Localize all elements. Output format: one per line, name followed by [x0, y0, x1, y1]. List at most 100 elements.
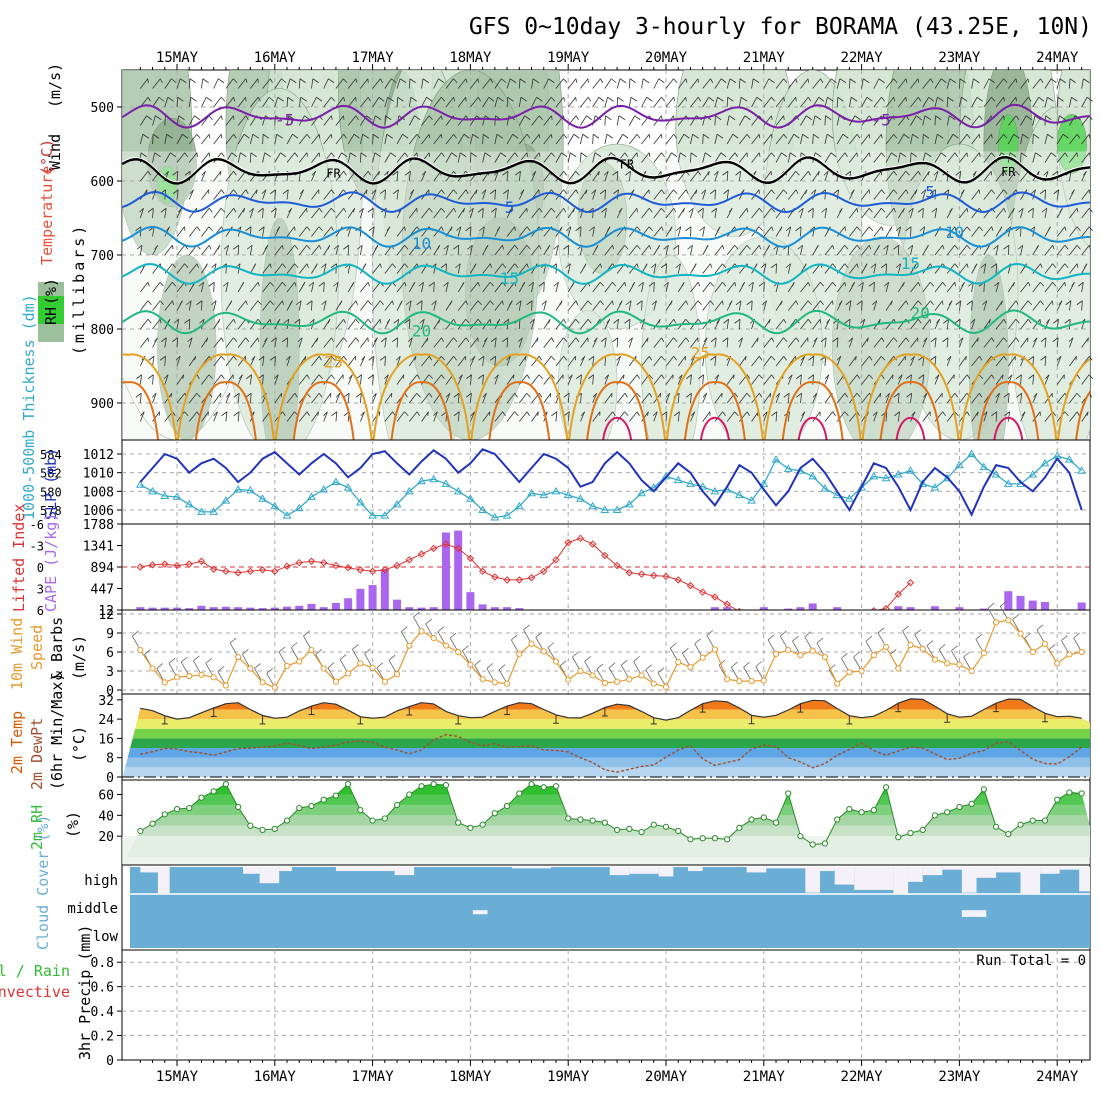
wind-barb	[262, 78, 271, 89]
wind-barb-flag	[1039, 189, 1046, 195]
wind10m-speed-point	[161, 679, 168, 686]
wind-barb-flag	[502, 411, 506, 416]
rh2m-line-point	[528, 780, 535, 788]
wind-barb	[213, 393, 222, 404]
wind-barb-flag	[502, 281, 507, 287]
wind-barb-flag	[771, 189, 775, 194]
wind-barb	[629, 226, 638, 237]
wind-barb-flag	[795, 170, 800, 176]
wind-barb-flag	[217, 78, 225, 84]
wind-barb	[946, 282, 956, 293]
isotherm-30	[292, 381, 355, 440]
wind-barb	[995, 208, 1005, 219]
wind-barb-flag	[262, 133, 270, 139]
wind-barb-flag	[723, 318, 729, 324]
wind-barb	[604, 78, 612, 89]
wind-barb	[445, 282, 449, 293]
wind-barb	[1044, 134, 1048, 145]
wind-barb-flag	[477, 374, 484, 380]
wind-barb	[897, 356, 906, 367]
wind-barb	[286, 393, 296, 404]
wind-barb	[983, 97, 992, 108]
wind-barb-flag	[717, 96, 724, 102]
wind-barb	[604, 189, 606, 200]
wind-barb-flag	[647, 411, 649, 416]
cape-bar	[441, 532, 450, 610]
wind-barb	[787, 245, 790, 256]
wind-barb	[959, 115, 966, 126]
wind-barb	[763, 152, 772, 163]
wind-barb-flag	[311, 170, 316, 176]
cape-bar	[307, 603, 316, 610]
wind-barb	[922, 411, 931, 422]
wind-barb-flag	[722, 245, 725, 250]
wind-barb	[567, 337, 577, 348]
wind-barb-flag	[190, 96, 197, 102]
wind-barb	[152, 300, 161, 311]
wind-barb-flag	[758, 245, 762, 250]
wind-barb-flag	[220, 207, 226, 213]
wind-barb-flag	[758, 152, 761, 157]
wind-barb-flag	[532, 170, 537, 176]
wind-barb	[812, 337, 818, 348]
wind-barb	[311, 356, 320, 367]
wind-barb	[714, 115, 716, 126]
thickness-line-point	[734, 490, 744, 499]
wind-barb	[408, 245, 418, 256]
wind-barb-flag	[697, 207, 704, 213]
wind-barb-flag	[681, 282, 685, 287]
wind-barb	[873, 78, 880, 89]
wind-barb	[555, 208, 565, 219]
isotherm-25	[959, 353, 1058, 440]
wind-barb-flag	[607, 96, 614, 102]
rh2m-line-point	[895, 834, 902, 841]
wind-barb	[775, 337, 784, 348]
wind-barb	[800, 374, 802, 385]
axis-tick-label: 12	[98, 608, 114, 623]
wind10m-speed-point	[662, 683, 670, 690]
wind-barb	[286, 208, 293, 219]
wind10m-barb-flag	[559, 660, 567, 667]
wind-barb-flag	[930, 300, 934, 305]
wind-barb-flag	[467, 244, 473, 250]
wind-barb	[934, 393, 943, 404]
wind-barb-flag	[844, 393, 849, 398]
wind-barb	[629, 208, 638, 219]
wind-barb	[176, 282, 186, 293]
wind-barb-flag	[496, 319, 501, 324]
wind-barb	[531, 97, 537, 108]
wind-barb-flag	[402, 133, 409, 139]
wind-barb-flag	[471, 355, 476, 361]
wind-barb-flag	[255, 189, 258, 194]
wind-barb-flag	[606, 319, 611, 324]
wind-barb-flag	[795, 97, 797, 102]
wind-barb	[702, 97, 710, 108]
wind-barb	[653, 78, 660, 89]
wind-barb-flag	[440, 115, 443, 120]
wind-barb	[702, 134, 704, 145]
wind-barb-flag	[466, 374, 472, 380]
wind-barb	[885, 282, 890, 293]
wind10m-speed-point	[846, 669, 853, 676]
wind10m-speed-point	[406, 642, 413, 649]
lifted-index-point	[576, 534, 585, 543]
wind-barb	[323, 300, 327, 311]
wind-barb-flag	[155, 115, 162, 121]
wind10m-barb-flag	[242, 649, 249, 655]
wind-barb	[1056, 97, 1059, 108]
wind-barb-flag	[860, 318, 865, 324]
wind-barb-flag	[716, 133, 724, 139]
wind-barb-flag	[1022, 133, 1029, 139]
wind-barb-flag	[1003, 244, 1010, 250]
wind-barb-flag	[587, 78, 589, 83]
wind-barb-flag	[519, 78, 526, 84]
wind-barb	[384, 337, 387, 348]
wind-barb-flag	[294, 152, 299, 157]
wind10m-barb-flag	[1048, 644, 1056, 650]
axis-tick-label: 894	[91, 561, 115, 576]
wind-barb-flag	[232, 78, 238, 84]
wind-barb-flag	[934, 374, 940, 380]
wind-barb-flag	[710, 355, 716, 361]
wind-barb	[482, 115, 486, 126]
rh2m-line-point	[919, 826, 926, 834]
